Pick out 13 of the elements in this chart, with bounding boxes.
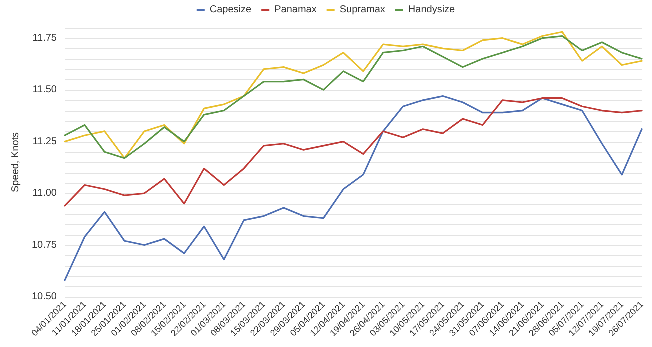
legend-label: Panamax (274, 4, 317, 16)
y-tick-label: 11.00 (32, 188, 58, 200)
y-tick-label: 11.75 (32, 32, 58, 44)
y-axis-title: Speed, Knots (10, 132, 22, 193)
legend-label: Capesize (210, 4, 252, 16)
line-series (64, 95, 643, 282)
legend-label: Handysize (408, 4, 456, 16)
y-tick-label: 10.75 (32, 240, 58, 251)
y-tick-label: 11.50 (32, 84, 58, 96)
y-tick-label: 11.25 (32, 136, 58, 148)
line-series (64, 98, 643, 207)
y-tick-label: 10.50 (32, 292, 58, 302)
legend-label: Supramax (340, 4, 386, 16)
